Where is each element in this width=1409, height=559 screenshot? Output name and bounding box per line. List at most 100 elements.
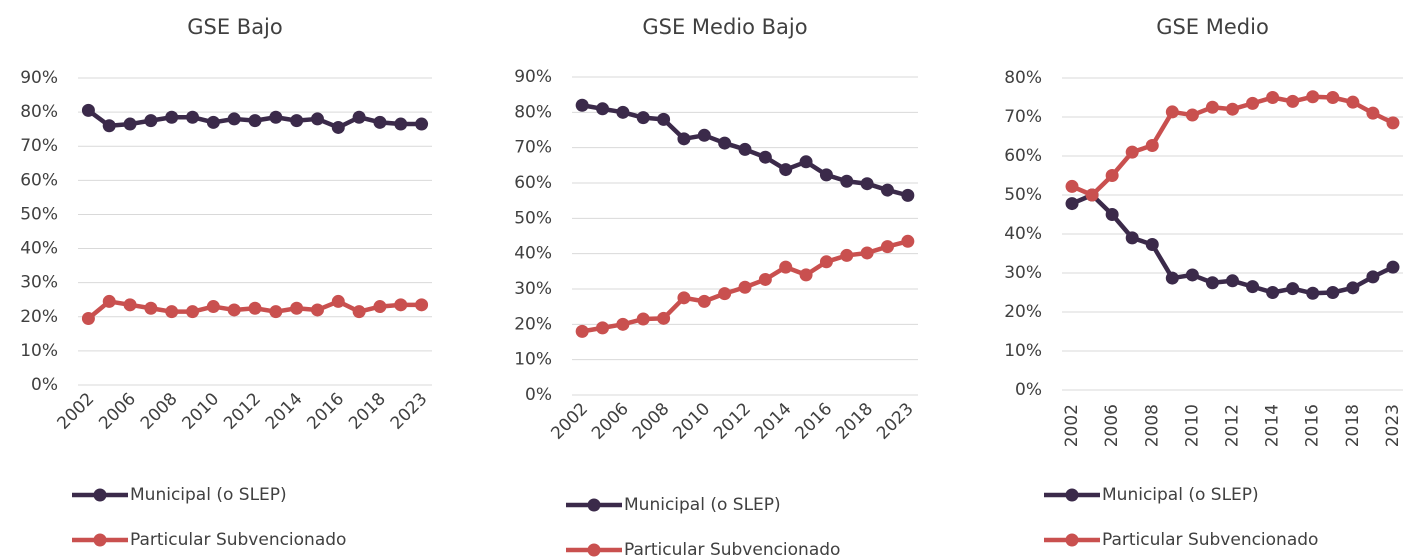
data-point	[373, 300, 387, 314]
data-point	[81, 311, 95, 325]
x-tick-label: 2006	[588, 399, 633, 444]
x-tick-label: 2012	[710, 399, 755, 444]
data-point	[1226, 102, 1239, 116]
x-tick-label: 2006	[95, 389, 140, 434]
legend-marker	[93, 488, 107, 502]
x-tick-label: 2016	[792, 399, 837, 444]
data-point	[310, 112, 324, 126]
chart-title: GSE Bajo	[187, 15, 283, 39]
y-tick-label: 40%	[20, 239, 58, 259]
data-point	[1085, 188, 1099, 202]
data-point	[758, 150, 772, 164]
data-point	[269, 305, 283, 319]
x-tick-label: 2006	[1102, 404, 1122, 447]
data-point	[758, 272, 772, 286]
chart-title: GSE Medio	[1156, 15, 1269, 39]
x-tick-label: 2023	[873, 399, 918, 444]
data-point	[206, 115, 220, 129]
data-point	[1065, 179, 1079, 193]
data-point	[1065, 197, 1079, 211]
data-point	[1145, 238, 1159, 252]
data-point	[227, 303, 241, 317]
data-point	[1386, 260, 1400, 274]
data-point	[596, 321, 610, 335]
data-point	[248, 301, 262, 315]
data-point	[1266, 91, 1280, 104]
data-point	[290, 114, 304, 128]
legend-marker	[93, 533, 107, 547]
x-tick-label: 2018	[1343, 404, 1363, 447]
data-point	[1125, 231, 1139, 245]
data-point	[352, 110, 366, 124]
data-point	[1266, 286, 1280, 299]
legend-marker	[1065, 533, 1079, 547]
data-point	[738, 280, 752, 294]
data-point	[738, 142, 752, 156]
data-point	[880, 183, 894, 197]
x-tick-label: 2012	[220, 389, 265, 434]
data-point	[1346, 281, 1360, 295]
data-point	[352, 305, 366, 319]
data-point	[799, 155, 813, 169]
y-tick-label: 50%	[514, 208, 552, 228]
x-tick-label: 2010	[669, 399, 714, 444]
legend-label: Particular Subvencionado	[130, 530, 346, 550]
data-point	[310, 303, 324, 317]
data-point	[165, 305, 179, 319]
data-point	[1286, 94, 1300, 108]
data-point	[1165, 271, 1179, 285]
data-point	[636, 111, 650, 125]
y-tick-label: 30%	[1004, 263, 1042, 283]
y-tick-label: 10%	[20, 341, 58, 361]
data-point	[186, 110, 200, 124]
data-point	[718, 136, 732, 150]
x-tick-label: 2012	[1223, 404, 1243, 447]
data-point	[102, 294, 116, 308]
y-tick-label: 90%	[514, 67, 552, 87]
data-point	[1105, 208, 1119, 221]
x-tick-label: 2008	[1142, 404, 1162, 447]
data-point	[860, 246, 874, 260]
x-tick-label: 2008	[137, 389, 182, 434]
data-point	[1205, 276, 1219, 290]
data-point	[840, 174, 854, 188]
data-point	[102, 119, 116, 133]
legend-marker	[1065, 488, 1079, 502]
data-point	[596, 102, 610, 116]
data-point	[779, 163, 793, 177]
data-point	[840, 248, 854, 262]
y-tick-label: 10%	[514, 350, 552, 370]
legend-label: Municipal (o SLEP)	[1102, 485, 1259, 505]
y-tick-label: 30%	[514, 279, 552, 299]
data-point	[1185, 268, 1199, 282]
y-tick-label: 60%	[514, 173, 552, 193]
data-point	[1145, 138, 1159, 152]
data-point	[1246, 96, 1260, 110]
data-point	[144, 114, 158, 128]
data-point	[819, 255, 833, 269]
data-point	[331, 294, 345, 308]
data-point	[394, 117, 408, 131]
y-tick-label: 0%	[525, 385, 552, 405]
data-point	[1386, 116, 1400, 130]
data-point	[1226, 274, 1239, 288]
data-point	[248, 114, 262, 128]
data-point	[901, 188, 915, 202]
data-point	[331, 120, 345, 134]
x-tick-label: 2018	[832, 399, 877, 444]
legend-label: Municipal (o SLEP)	[624, 495, 781, 515]
legend-label: Municipal (o SLEP)	[130, 485, 287, 505]
data-point	[394, 298, 408, 312]
data-point	[1185, 108, 1199, 122]
data-point	[1125, 145, 1139, 159]
data-point	[1165, 105, 1179, 119]
y-tick-label: 0%	[1015, 380, 1042, 400]
chart-title: GSE Medio Bajo	[642, 15, 807, 39]
legend-label: Particular Subvencionado	[624, 540, 840, 559]
data-point	[290, 301, 304, 315]
data-point	[1306, 90, 1320, 104]
y-tick-label: 70%	[514, 138, 552, 158]
y-tick-label: 80%	[20, 102, 58, 122]
x-tick-label: 2008	[629, 399, 674, 444]
